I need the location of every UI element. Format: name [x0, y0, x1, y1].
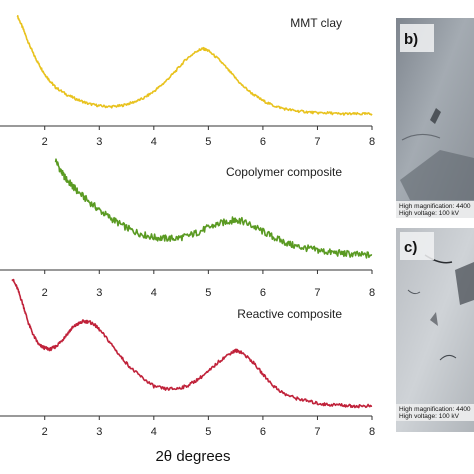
x-tick-label-reactive-composite-6: 6 [260, 426, 266, 438]
tem-caption-c-2: High voltage: 100 kV [399, 413, 460, 420]
series-line-copolymer-composite [54, 158, 373, 259]
x-tick-label-mmt-clay-7: 7 [314, 136, 320, 148]
x-tick-label-mmt-clay-3: 3 [96, 136, 102, 148]
x-tick-label-mmt-clay-6: 6 [260, 136, 266, 148]
x-tick-label-reactive-composite-5: 5 [205, 426, 211, 438]
tem-panel-c: c) High magnification: 4400 High voltage… [396, 228, 474, 432]
panel-reactive-composite: 2 3 4 5 6 7 8 Reactive composite [0, 278, 375, 438]
tem-letter-b: b) [404, 31, 418, 48]
panel-mmt-clay: 2 3 4 5 6 7 8 MMT clay [0, 15, 375, 148]
x-tick-label-reactive-composite-3: 3 [96, 426, 102, 438]
x-tick-label-mmt-clay-2: 2 [42, 136, 48, 148]
x-tick-label-copolymer-composite-8: 8 [369, 287, 375, 299]
tem-image-c [396, 228, 474, 432]
x-tick-label-copolymer-composite-6: 6 [260, 287, 266, 299]
tem-caption-bg-b [396, 201, 474, 218]
tem-flake-c2 [455, 262, 474, 305]
tem-flake-c5 [439, 354, 457, 361]
tem-flake-b1 [400, 150, 474, 200]
panel-title-mmt-clay: MMT clay [290, 16, 342, 30]
tem-flake-b3 [401, 133, 441, 141]
tem-flake-c3 [430, 312, 438, 326]
series-line-reactive-composite [11, 278, 373, 409]
x-tick-label-reactive-composite-7: 7 [314, 426, 320, 438]
xrd-panels: 2 3 4 5 6 7 8 MMT clay 2 3 4 5 6 7 8 Copolymer composi… [0, 15, 375, 438]
tem-letter-box-b [400, 24, 434, 52]
panel-copolymer-composite: 2 3 4 5 6 7 8 Copolymer composite [0, 158, 375, 299]
tem-caption-b-1: High magnification: 4400 [399, 203, 471, 210]
x-axis-label: 2θ degrees [155, 448, 230, 465]
tem-caption-c-1: High magnification: 4400 [399, 406, 471, 413]
panel-title-copolymer-composite: Copolymer composite [226, 165, 342, 179]
x-tick-label-reactive-composite-2: 2 [42, 426, 48, 438]
x-tick-label-copolymer-composite-5: 5 [205, 287, 211, 299]
tem-flake-b2 [430, 108, 441, 124]
x-tick-label-copolymer-composite-4: 4 [151, 287, 157, 299]
series-line-mmt-clay [16, 15, 373, 116]
x-tick-label-mmt-clay-4: 4 [151, 136, 157, 148]
x-tick-label-mmt-clay-8: 8 [369, 136, 375, 148]
panel-title-reactive-composite: Reactive composite [237, 307, 342, 321]
x-tick-label-mmt-clay-5: 5 [205, 136, 211, 148]
tem-flake-c4 [407, 289, 421, 295]
x-tick-label-copolymer-composite-2: 2 [42, 287, 48, 299]
tem-letter-c: c) [404, 239, 417, 256]
x-tick-label-reactive-composite-8: 8 [369, 426, 375, 438]
x-tick-label-reactive-composite-4: 4 [151, 426, 157, 438]
x-tick-label-copolymer-composite-3: 3 [96, 287, 102, 299]
tem-caption-b-2: High voltage: 100 kV [399, 210, 460, 217]
tem-caption-bg-c [396, 404, 474, 421]
x-tick-label-copolymer-composite-7: 7 [314, 287, 320, 299]
tem-letter-box-c [400, 232, 434, 260]
tem-panel-b: b) High magnification: 4400 High voltage… [396, 18, 474, 218]
